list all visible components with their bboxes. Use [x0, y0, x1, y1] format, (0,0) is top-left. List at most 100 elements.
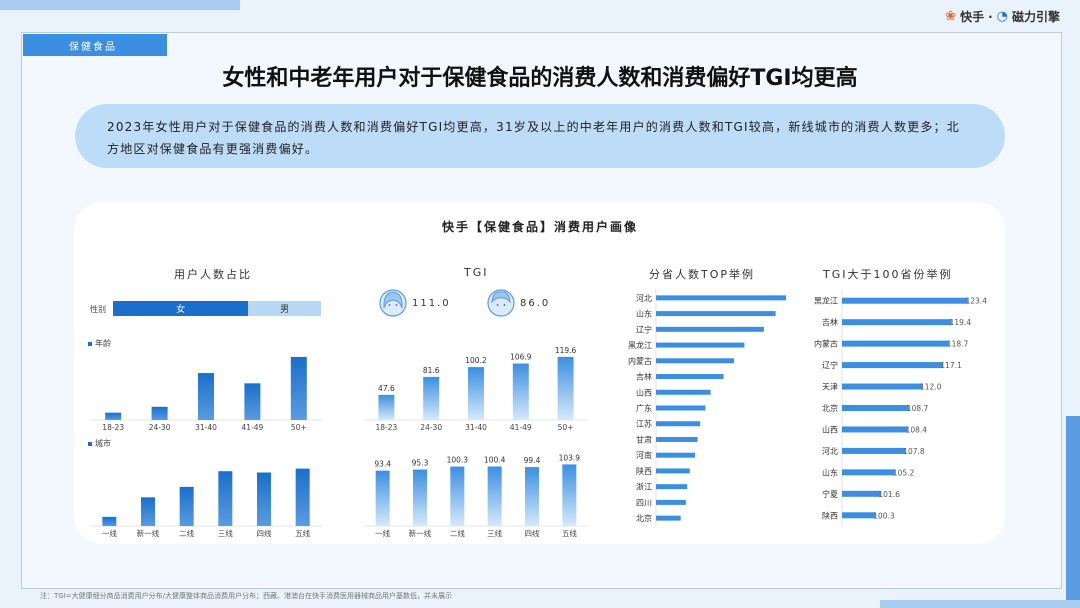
- data-label: 47.6: [378, 384, 395, 393]
- decor-top-left: [0, 0, 240, 10]
- decor-bottom-right-horizontal: [880, 600, 1080, 608]
- category-label: 陕西: [822, 510, 838, 520]
- cili-icon: ◔: [996, 9, 1008, 24]
- category-label: 甘肃: [636, 434, 652, 444]
- bar: [102, 516, 117, 526]
- tick-label: 50+: [291, 423, 307, 432]
- tick-label: 41-49: [510, 423, 532, 432]
- bar: [179, 486, 194, 526]
- category-label: 吉林: [636, 372, 652, 382]
- bar: [423, 376, 440, 420]
- bar: [656, 295, 786, 301]
- category-label: 辽宁: [822, 360, 838, 370]
- data-label: 93.4: [374, 460, 391, 469]
- tick-label: 50+: [558, 423, 574, 432]
- bar: [656, 311, 776, 317]
- tick-label: 一线: [102, 528, 117, 538]
- bar: [656, 515, 681, 521]
- data-label: 123.4: [966, 297, 988, 306]
- data-label: 112.0: [920, 383, 942, 392]
- data-label: 108.4: [906, 425, 928, 434]
- tick-label: 18-23: [102, 423, 124, 432]
- bar: [656, 389, 711, 395]
- data-label: 103.9: [559, 453, 581, 462]
- legend-city-marker: [88, 441, 92, 446]
- category-label: 山东: [636, 309, 652, 319]
- category-label: 吉林: [822, 317, 838, 327]
- bar: [198, 373, 214, 420]
- bar: [562, 464, 577, 526]
- tick-label: 31-40: [465, 423, 487, 432]
- tick-label: 二线: [450, 528, 465, 538]
- male-tgi-value: 86.0: [520, 298, 551, 309]
- legend-age-label: 年龄: [95, 339, 111, 348]
- gender-bar: 女 男: [113, 301, 321, 316]
- bar: [842, 319, 952, 326]
- legend-city-label: 城市: [95, 439, 111, 448]
- category-label: 江苏: [636, 419, 652, 429]
- category-label: 天津: [822, 382, 838, 392]
- bar: [375, 470, 390, 526]
- category-label: 山西: [822, 424, 838, 434]
- bar: [468, 367, 484, 420]
- data-label: 119.6: [555, 346, 577, 355]
- footnote: 注：TGI=大健康细分商品消费用户分布/大健康整体商品消费用户分布；西藏、港澳台…: [40, 592, 452, 600]
- section-title-tgi: TGI: [464, 266, 489, 279]
- category-label: 河南: [636, 450, 652, 460]
- female-avatar-icon: [379, 289, 407, 317]
- gender-male-segment: 男: [248, 301, 321, 316]
- female-tgi-value: 111.0: [412, 298, 451, 309]
- chart-city-tgi: 一线 93.4 新一线 95.3 二线 100.3 三线 100.4 四线 99.4 五线 103.9: [364, 453, 588, 538]
- category-label: 浙江: [636, 482, 652, 492]
- bar: [656, 326, 764, 332]
- chart-age-tgi: 18-23 47.6 24-30 81.6 31-40 100.2 41-49 106.9 50…: [364, 346, 588, 432]
- bar: [842, 297, 968, 304]
- chart-age-share: 18-23 24-30 31-40 41-49 50+: [90, 356, 322, 432]
- bar: [656, 358, 734, 364]
- category-label: 河北: [822, 446, 838, 456]
- bar: [378, 394, 395, 420]
- bar: [218, 471, 233, 526]
- chart-city-share: 一线 新一线 二线 三线 四线 五线: [90, 468, 322, 538]
- data-label: 105.2: [893, 468, 915, 477]
- gender-label: 性别: [90, 305, 106, 314]
- bar: [842, 447, 906, 454]
- category-label: 辽宁: [636, 324, 652, 334]
- section-title-ratio: 用户人数占比: [174, 268, 252, 281]
- gender-female-segment: 女: [113, 301, 249, 316]
- data-label: 107.8: [903, 447, 925, 456]
- tick-label: 新一线: [409, 528, 432, 538]
- data-label: 95.3: [412, 459, 429, 468]
- legend-age-marker: [88, 341, 92, 346]
- bar: [656, 468, 690, 474]
- data-label: 101.6: [878, 490, 900, 499]
- bar: [105, 412, 122, 420]
- bar: [656, 405, 706, 411]
- bar: [450, 466, 465, 526]
- data-label: 119.4: [950, 318, 972, 327]
- chart-province-tgi: 黑龙江 123.4 吉林 119.4 内蒙古 118.7 辽宁 117.1 天津 112.0 北京 1…: [814, 290, 988, 526]
- card-title: 快手【保健食品】消费用户画像: [441, 220, 638, 234]
- section-title-tgi100: TGI大于100省份举例: [823, 268, 953, 281]
- section-title-top: 分省人数TOP举例: [649, 268, 756, 281]
- data-label: 118.7: [947, 340, 969, 349]
- data-label: 100.3: [873, 511, 895, 520]
- bar: [656, 374, 724, 380]
- tick-label: 四线: [525, 528, 540, 538]
- tick-label: 四线: [257, 528, 272, 538]
- bar: [842, 340, 949, 347]
- bar: [413, 469, 427, 526]
- tick-label: 18-23: [376, 423, 398, 432]
- category-label: 黑龙江: [814, 296, 838, 306]
- bar: [141, 497, 155, 526]
- bar: [656, 436, 698, 442]
- bar: [656, 499, 686, 505]
- bar: [842, 383, 922, 390]
- bar: [525, 467, 539, 526]
- category-label: 北京: [636, 513, 652, 523]
- data-label: 117.1: [940, 361, 962, 370]
- tick-label: 二线: [179, 528, 194, 538]
- category-label: 内蒙古: [628, 356, 652, 366]
- category-label: 北京: [822, 403, 838, 413]
